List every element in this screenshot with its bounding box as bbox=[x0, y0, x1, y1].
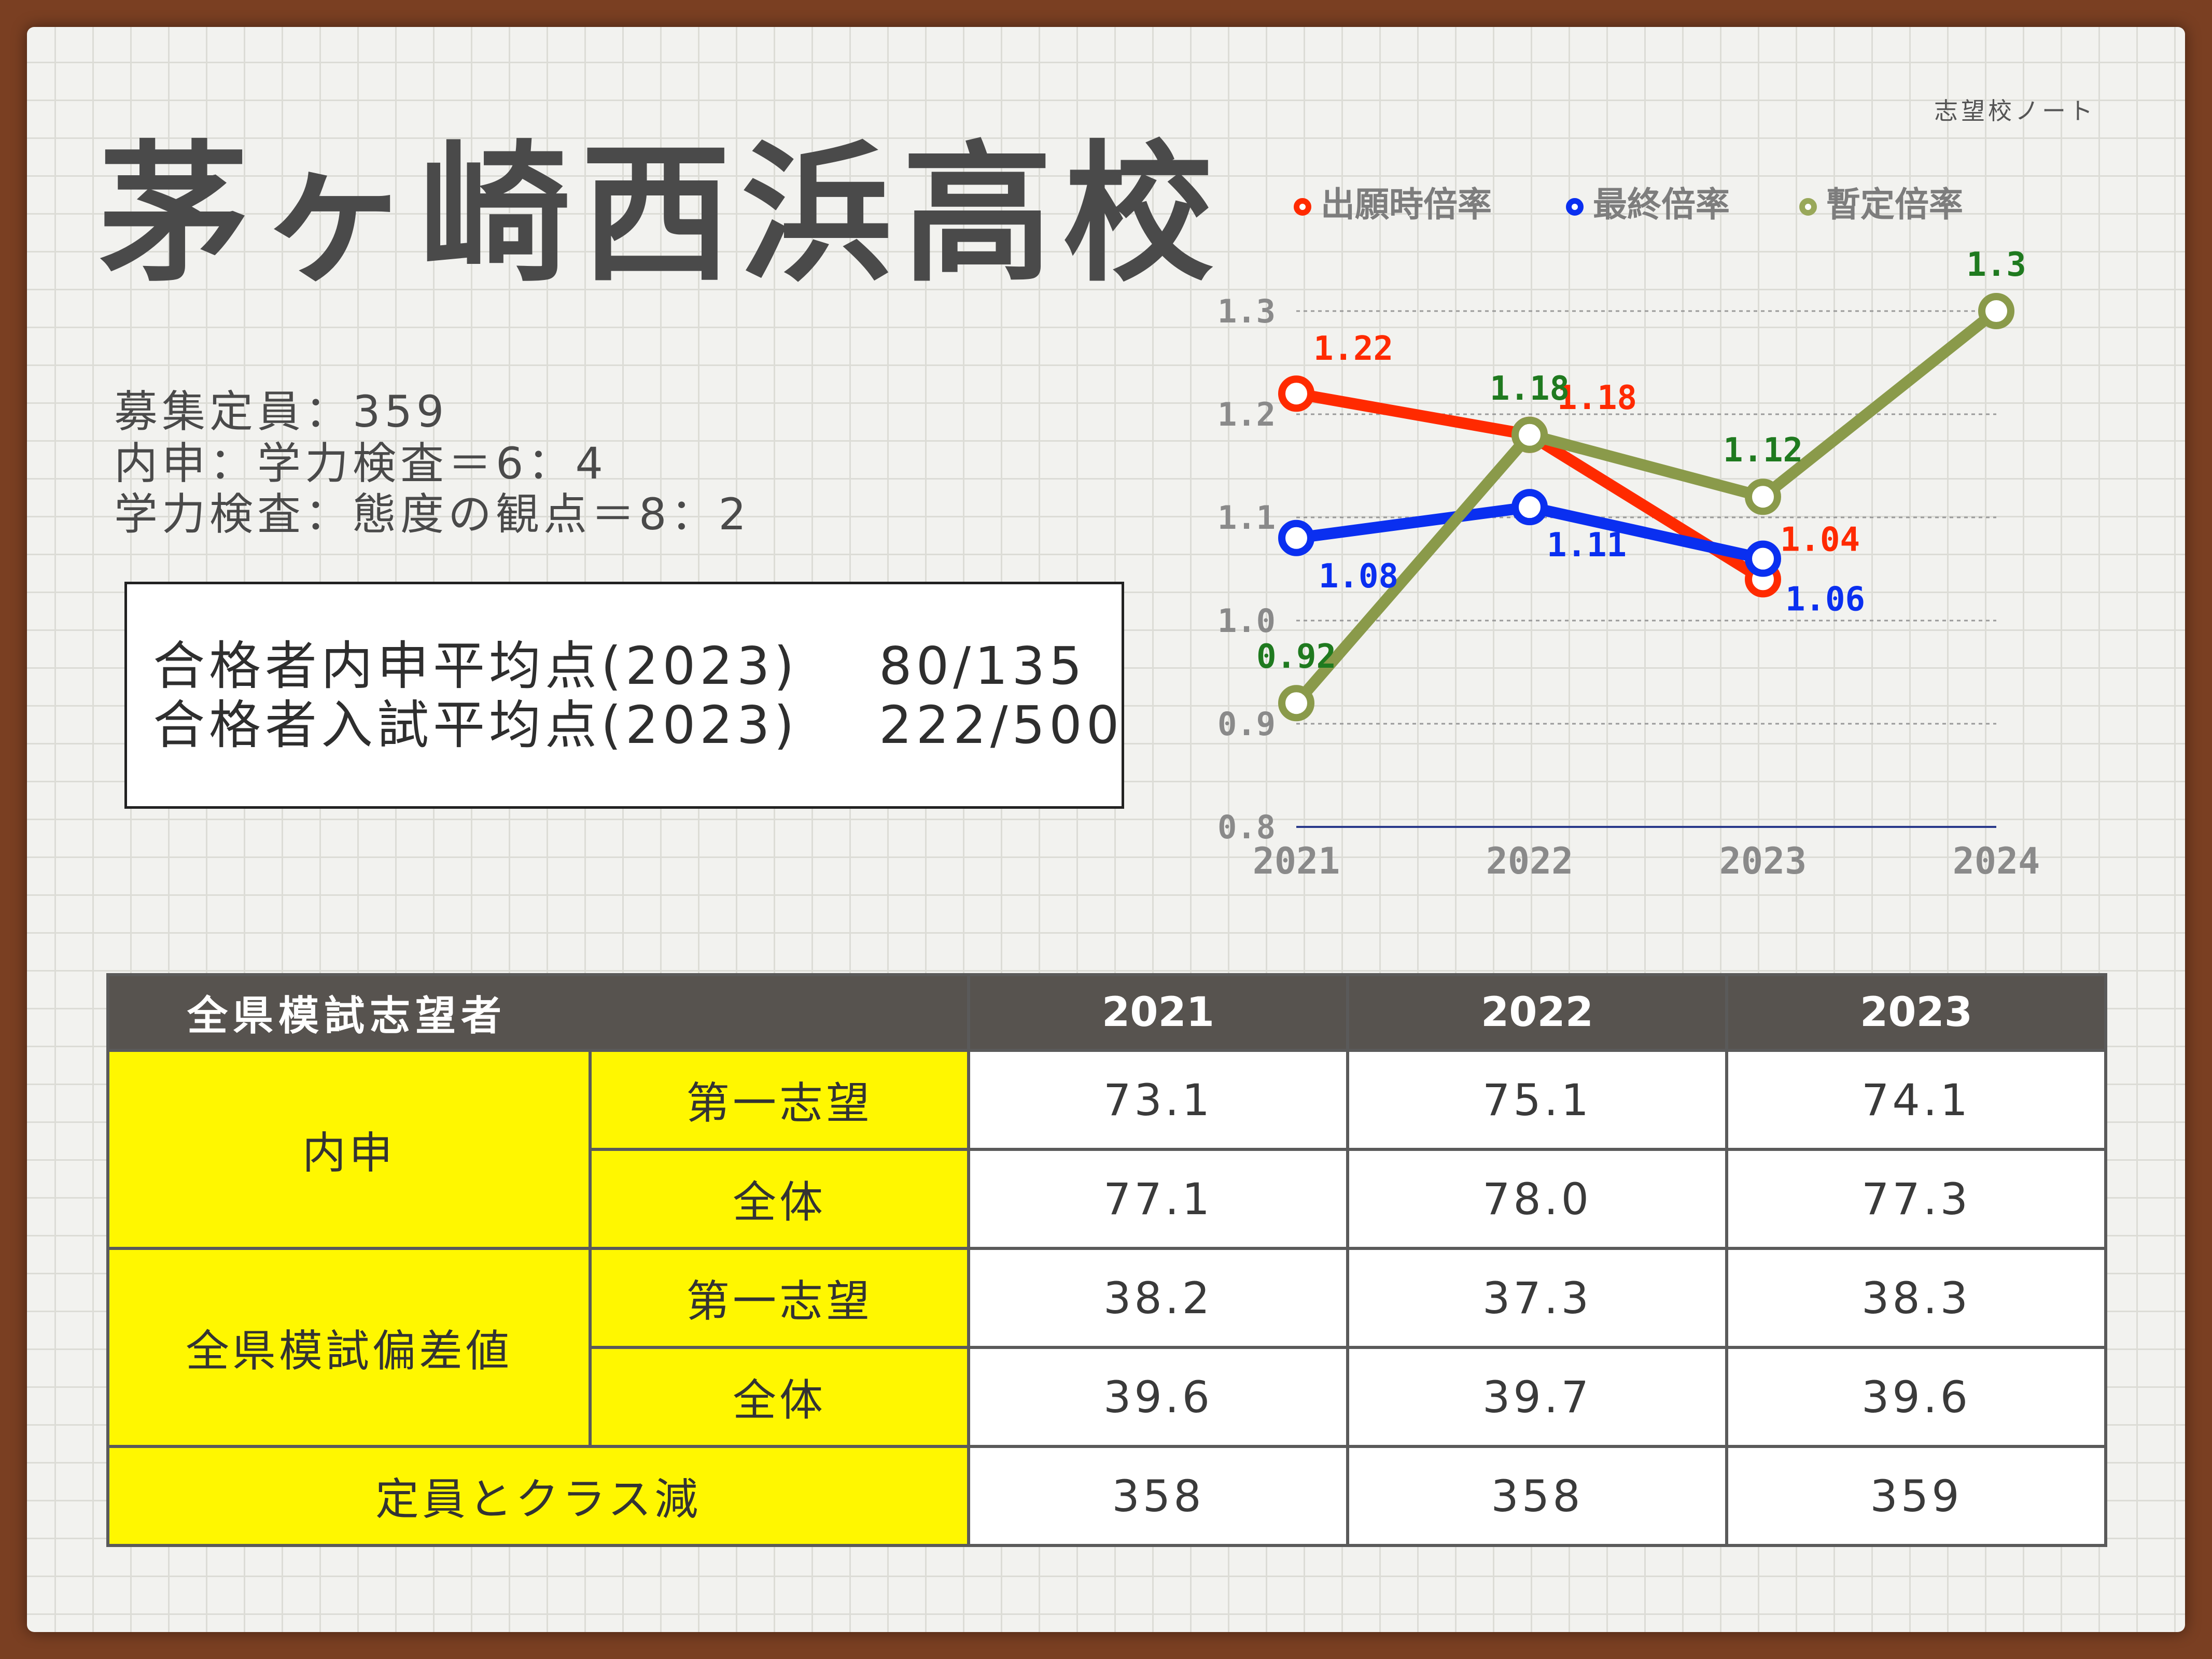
table-cell: 39.7 bbox=[1346, 1346, 1728, 1448]
legend-marker-icon bbox=[1566, 198, 1584, 216]
y-tick-label: 1.0 bbox=[1217, 602, 1276, 640]
row-label: 全体 bbox=[589, 1148, 970, 1250]
table-cell: 39.6 bbox=[967, 1346, 1349, 1448]
series-line bbox=[1291, 305, 2002, 709]
data-label: 1.18 bbox=[1557, 379, 1637, 417]
data-label: 1.3 bbox=[1966, 246, 2026, 284]
mock-exam-table: 全県模試志望者 2021 2022 2023 内申 第一志望 73.1 75.1… bbox=[106, 973, 2107, 1547]
table-row: 全体 77.1 78.0 77.3 bbox=[108, 1148, 2107, 1250]
x-tick-label: 2023 bbox=[1719, 840, 1807, 882]
data-label: 1.08 bbox=[1319, 557, 1398, 596]
data-label: 1.06 bbox=[1785, 581, 1865, 619]
table-row: 定員とクラス減 358 358 359 bbox=[106, 1445, 2107, 1547]
avg-naishin-label: 合格者内申平均点(2023) bbox=[153, 636, 799, 696]
data-point bbox=[1278, 519, 1314, 556]
data-point bbox=[1278, 685, 1314, 722]
table-cell: 78.0 bbox=[1346, 1148, 1728, 1250]
table-cell: 358 bbox=[1346, 1445, 1728, 1547]
year-header: 2023 bbox=[1725, 973, 2107, 1052]
data-label: 1.12 bbox=[1723, 431, 1803, 470]
brand-label: 志望校ノート bbox=[1934, 97, 2096, 125]
legend-item-provisional: 暫定倍率 bbox=[1799, 188, 1963, 222]
data-label: 1.18 bbox=[1490, 370, 1570, 408]
data-point bbox=[1511, 489, 1548, 526]
data-label: 0.92 bbox=[1256, 638, 1336, 676]
legend-item-application: 出願時倍率 bbox=[1294, 188, 1492, 222]
info-ratio-attitude: 学力検査：態度の観点＝8：2 bbox=[114, 489, 750, 540]
table-row: 内申 第一志望 73.1 75.1 74.1 bbox=[106, 1049, 2107, 1250]
y-tick-label: 1.1 bbox=[1217, 499, 1276, 537]
group-label-deviation: 全県模試偏差値 bbox=[106, 1247, 592, 1448]
legend-marker-icon bbox=[1799, 198, 1817, 216]
table-cell: 73.1 bbox=[967, 1049, 1349, 1151]
row-label: 第一志望 bbox=[589, 1049, 970, 1151]
group-label-naishin: 内申 bbox=[106, 1049, 592, 1250]
capacity-label: 定員とクラス減 bbox=[106, 1445, 970, 1547]
info-ratio-naishin: 内申：学力検査＝6：4 bbox=[114, 438, 607, 489]
legend-label: 最終倍率 bbox=[1593, 185, 1730, 224]
table-cell: 359 bbox=[1725, 1445, 2107, 1547]
x-tick-label: 2022 bbox=[1486, 840, 1574, 882]
year-header: 2022 bbox=[1346, 973, 1728, 1052]
table-header-row: 全県模試志望者 2021 2022 2023 bbox=[106, 973, 2107, 1052]
school-title: 茅ヶ崎西浜高校 bbox=[99, 128, 1224, 302]
table-cell: 38.3 bbox=[1725, 1247, 2107, 1349]
table-cell: 77.1 bbox=[967, 1148, 1349, 1250]
data-point bbox=[1745, 479, 1781, 515]
legend-item-final: 最終倍率 bbox=[1566, 188, 1730, 222]
x-tick-label: 2021 bbox=[1253, 840, 1340, 882]
table-row: 全県模試偏差値 第一志望 38.2 37.3 38.3 bbox=[106, 1247, 2107, 1448]
avg-exam-label: 合格者入試平均点(2023) bbox=[153, 695, 799, 755]
average-score-box: 合格者内申平均点(2023) 80/135 合格者入試平均点(2023) 222… bbox=[124, 582, 1124, 809]
data-point bbox=[1745, 540, 1781, 577]
legend-label: 出願時倍率 bbox=[1321, 185, 1492, 224]
legend-marker-icon bbox=[1294, 198, 1311, 216]
table-cell: 77.3 bbox=[1725, 1148, 2107, 1250]
row-label: 第一志望 bbox=[589, 1247, 970, 1349]
table-cell: 37.3 bbox=[1346, 1247, 1728, 1349]
y-tick-label: 1.3 bbox=[1217, 292, 1276, 330]
table-cell: 74.1 bbox=[1725, 1049, 2107, 1151]
y-tick-label: 0.8 bbox=[1217, 808, 1276, 846]
data-point bbox=[1978, 293, 2014, 329]
table-row: 全体 39.6 39.7 39.6 bbox=[108, 1346, 2107, 1448]
y-tick-label: 0.9 bbox=[1217, 705, 1276, 743]
table-cell: 39.6 bbox=[1725, 1346, 2107, 1448]
row-label: 全体 bbox=[589, 1346, 970, 1448]
info-capacity: 募集定員：359 bbox=[114, 386, 449, 437]
table-corner-header: 全県模試志望者 bbox=[106, 973, 970, 1052]
data-label: 1.04 bbox=[1780, 521, 1860, 559]
data-point bbox=[1511, 416, 1548, 453]
avg-naishin-value: 80/135 bbox=[879, 636, 1086, 696]
table-cell: 38.2 bbox=[967, 1247, 1349, 1349]
table-cell: 358 bbox=[967, 1445, 1349, 1547]
x-tick-label: 2024 bbox=[1953, 840, 2040, 882]
y-tick-label: 1.2 bbox=[1217, 396, 1276, 433]
data-label: 1.11 bbox=[1547, 526, 1627, 565]
data-label: 1.22 bbox=[1313, 330, 1393, 368]
avg-exam-value: 222/500 bbox=[879, 695, 1124, 755]
year-header: 2021 bbox=[967, 973, 1349, 1052]
table-cell: 75.1 bbox=[1346, 1049, 1728, 1151]
data-point bbox=[1278, 375, 1314, 412]
ratio-line-chart: 0.8 0.9 1.0 1.1 1.2 1.3 2021 2022 2023 2024 1.22 1.… bbox=[1217, 246, 2040, 882]
legend-label: 暫定倍率 bbox=[1826, 185, 1963, 224]
